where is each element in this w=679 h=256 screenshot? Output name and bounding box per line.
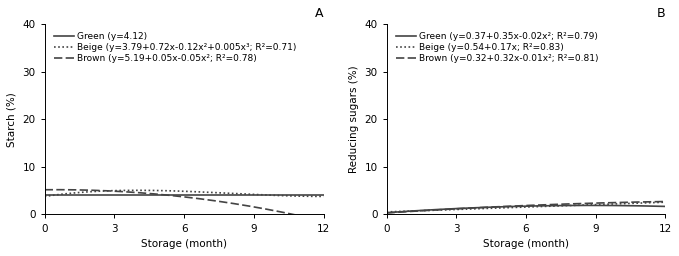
Y-axis label: Starch (%): Starch (%) (7, 92, 17, 146)
Legend: Green (y=0.37+0.35x-0.02x²; R²=0.79), Beige (y=0.54+0.17x; R²=0.83), Brown (y=0.: Green (y=0.37+0.35x-0.02x²; R²=0.79), Be… (394, 30, 600, 65)
Green (y=4.12) (41, 193, 49, 196)
Beige (y=0.54+0.17x; R²=0.83) (382, 210, 390, 214)
Brown (y=5.19+0.05x-0.05x²; R²=0.78) (313, 218, 321, 221)
Brown (y=5.19+0.05x-0.05x²; R²=0.78) (52, 188, 60, 191)
Brown (y=5.19+0.05x-0.05x²; R²=0.78) (192, 197, 200, 200)
Green (y=4.12) (175, 193, 183, 196)
Beige (y=0.54+0.17x; R²=0.83) (611, 202, 619, 206)
Green (y=4.12) (191, 193, 200, 196)
Brown (y=5.19+0.05x-0.05x²; R²=0.78) (174, 195, 182, 198)
X-axis label: Storage (month): Storage (month) (483, 239, 569, 249)
Green (y=4.12) (269, 193, 277, 196)
Green (y=0.37+0.35x-0.02x²; R²=0.79) (517, 205, 525, 208)
Green (y=0.37+0.35x-0.02x²; R²=0.79) (534, 204, 542, 207)
Green (y=0.37+0.35x-0.02x²; R²=0.79) (612, 204, 620, 207)
Line: Brown (y=5.19+0.05x-0.05x²; R²=0.78): Brown (y=5.19+0.05x-0.05x²; R²=0.78) (45, 190, 324, 221)
Beige (y=3.79+0.72x-0.12x²+0.005x³; R²=0.71) (174, 189, 182, 193)
Green (y=4.12) (320, 193, 328, 196)
Green (y=0.37+0.35x-0.02x²; R²=0.79) (655, 205, 663, 208)
Green (y=0.37+0.35x-0.02x²; R²=0.79) (661, 205, 669, 208)
Brown (y=0.32+0.32x-0.01x²; R²=0.81) (534, 204, 542, 207)
Brown (y=5.19+0.05x-0.05x²; R²=0.78) (320, 220, 328, 223)
Brown (y=5.19+0.05x-0.05x²; R²=0.78) (207, 199, 215, 202)
Beige (y=3.79+0.72x-0.12x²+0.005x³; R²=0.71) (270, 194, 278, 197)
Beige (y=3.79+0.72x-0.12x²+0.005x³; R²=0.71) (192, 190, 200, 193)
Text: A: A (315, 7, 324, 20)
Beige (y=3.79+0.72x-0.12x²+0.005x³; R²=0.71) (207, 191, 215, 194)
Brown (y=0.32+0.32x-0.01x²; R²=0.81) (611, 201, 619, 204)
Beige (y=0.54+0.17x; R²=0.83) (534, 205, 542, 208)
Beige (y=3.79+0.72x-0.12x²+0.005x³; R²=0.71) (175, 189, 183, 193)
Brown (y=0.32+0.32x-0.01x²; R²=0.81) (517, 204, 525, 207)
Beige (y=0.54+0.17x; R²=0.83) (515, 206, 523, 209)
Line: Brown (y=0.32+0.32x-0.01x²; R²=0.81): Brown (y=0.32+0.32x-0.01x²; R²=0.81) (386, 201, 665, 213)
Green (y=0.37+0.35x-0.02x²; R²=0.79) (515, 205, 523, 208)
Brown (y=0.32+0.32x-0.01x²; R²=0.81) (382, 211, 390, 215)
Green (y=0.37+0.35x-0.02x²; R²=0.79) (586, 204, 594, 207)
Brown (y=0.32+0.32x-0.01x²; R²=0.81) (549, 203, 557, 206)
Legend: Green (y=4.12), Beige (y=3.79+0.72x-0.12x²+0.005x³; R²=0.71), Brown (y=5.19+0.05: Green (y=4.12), Beige (y=3.79+0.72x-0.12… (52, 30, 298, 65)
Y-axis label: Reducing sugars (%): Reducing sugars (%) (349, 65, 359, 173)
Line: Beige (y=3.79+0.72x-0.12x²+0.005x³; R²=0.71): Beige (y=3.79+0.72x-0.12x²+0.005x³; R²=0… (45, 190, 324, 196)
X-axis label: Storage (month): Storage (month) (141, 239, 227, 249)
Green (y=4.12) (313, 193, 321, 196)
Brown (y=5.19+0.05x-0.05x²; R²=0.78) (175, 195, 183, 198)
Green (y=0.37+0.35x-0.02x²; R²=0.79) (549, 204, 557, 207)
Beige (y=0.54+0.17x; R²=0.83) (661, 201, 669, 204)
Brown (y=0.32+0.32x-0.01x²; R²=0.81) (661, 200, 669, 203)
Beige (y=0.54+0.17x; R²=0.83) (517, 206, 525, 209)
Brown (y=0.32+0.32x-0.01x²; R²=0.81) (515, 204, 523, 207)
Brown (y=5.19+0.05x-0.05x²; R²=0.78) (270, 209, 278, 212)
Text: B: B (657, 7, 665, 20)
Brown (y=5.19+0.05x-0.05x²; R²=0.78) (41, 188, 49, 191)
Beige (y=0.54+0.17x; R²=0.83) (655, 201, 663, 204)
Line: Beige (y=0.54+0.17x; R²=0.83): Beige (y=0.54+0.17x; R²=0.83) (386, 202, 665, 212)
Beige (y=0.54+0.17x; R²=0.83) (549, 205, 557, 208)
Beige (y=3.79+0.72x-0.12x²+0.005x³; R²=0.71) (41, 195, 49, 198)
Line: Green (y=0.37+0.35x-0.02x²; R²=0.79): Green (y=0.37+0.35x-0.02x²; R²=0.79) (386, 205, 665, 213)
Beige (y=3.79+0.72x-0.12x²+0.005x³; R²=0.71) (320, 195, 328, 198)
Brown (y=0.32+0.32x-0.01x²; R²=0.81) (655, 200, 663, 203)
Green (y=0.37+0.35x-0.02x²; R²=0.79) (382, 211, 390, 214)
Green (y=4.12) (173, 193, 181, 196)
Beige (y=3.79+0.72x-0.12x²+0.005x³; R²=0.71) (133, 189, 141, 192)
Green (y=4.12) (206, 193, 215, 196)
Beige (y=3.79+0.72x-0.12x²+0.005x³; R²=0.71) (313, 195, 321, 198)
